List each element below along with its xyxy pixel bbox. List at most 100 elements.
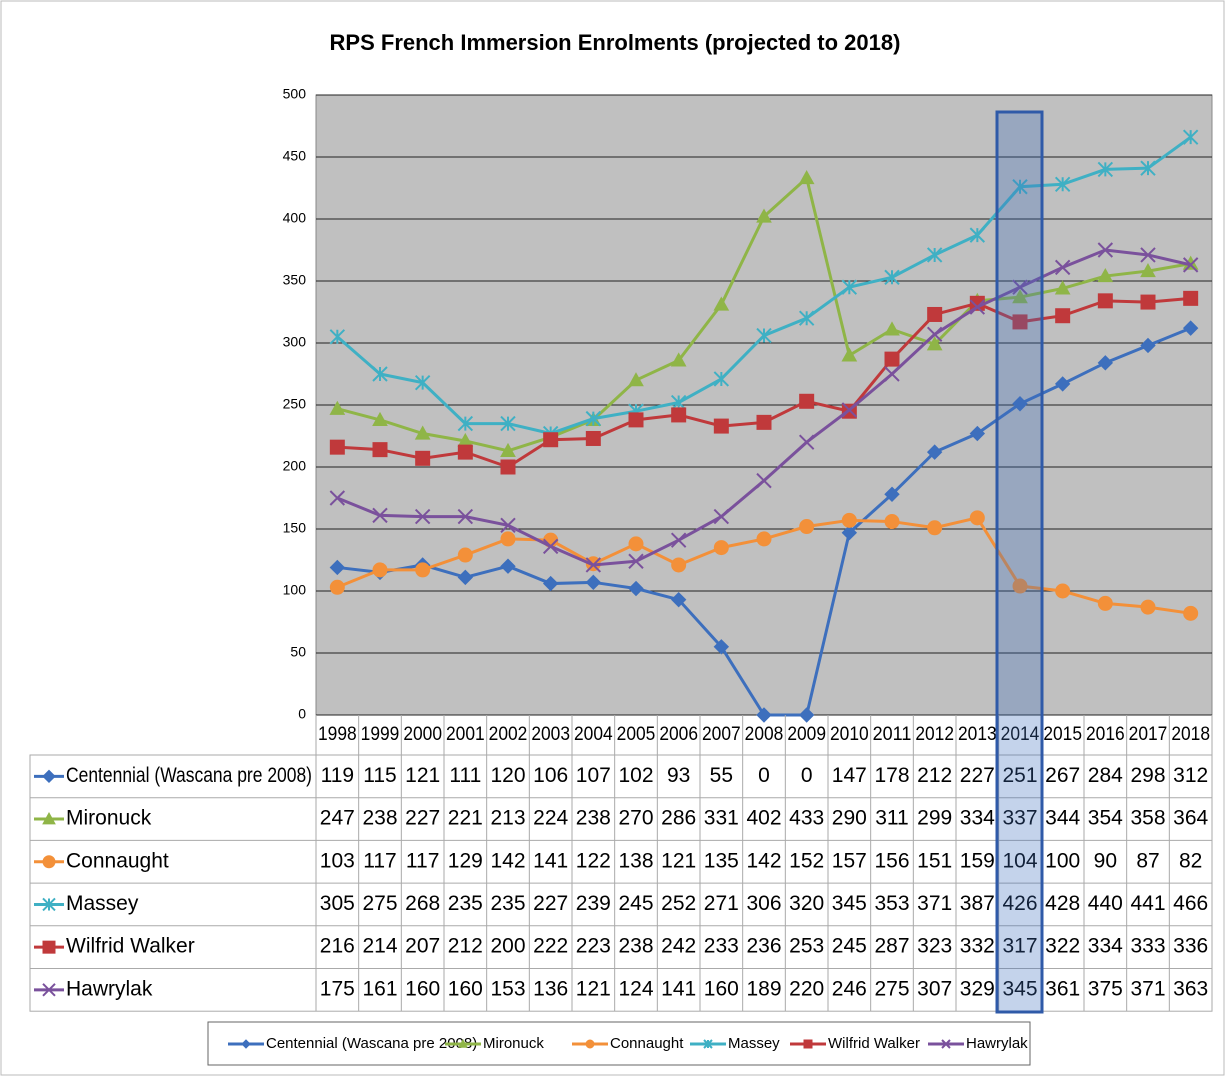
data-label: 268 (405, 892, 440, 915)
marker (1097, 242, 1114, 258)
marker (372, 366, 388, 382)
data-label: 117 (406, 849, 439, 872)
marker (500, 531, 516, 547)
marker (372, 411, 388, 426)
data-label: 361 (1045, 977, 1080, 1000)
series-name: Connaught (66, 849, 169, 872)
marker (329, 329, 346, 345)
marker (500, 558, 516, 574)
marker (713, 508, 730, 525)
data-label: 364 (1173, 807, 1208, 830)
marker (372, 442, 388, 458)
data-label: 252 (661, 892, 696, 915)
x-tick-label: 2000 (403, 724, 442, 745)
y-tick-label: 250 (283, 396, 307, 412)
data-label: 107 (576, 764, 611, 787)
marker (713, 371, 730, 387)
data-label: 141 (533, 849, 568, 872)
marker (927, 306, 943, 322)
data-label: 87 (1136, 849, 1159, 872)
x-tick-label: 2012 (915, 724, 954, 745)
marker (42, 983, 56, 997)
data-label: 213 (490, 807, 525, 830)
marker (671, 557, 687, 573)
marker (756, 472, 772, 489)
marker (329, 439, 345, 455)
data-label: 375 (1088, 977, 1123, 1000)
x-tick-label: 2011 (873, 724, 912, 745)
marker (542, 538, 559, 555)
legend-label: Massey (728, 1035, 780, 1052)
data-label: 121 (405, 764, 440, 787)
marker (329, 579, 345, 595)
x-tick-label: 2007 (702, 724, 741, 745)
data-label: 287 (874, 935, 909, 958)
marker (1183, 605, 1199, 621)
data-label: 93 (667, 764, 690, 787)
data-label: 216 (320, 935, 355, 958)
marker (458, 1038, 468, 1048)
x-tick-label: 2005 (617, 724, 656, 745)
marker (841, 279, 858, 295)
data-label: 329 (960, 977, 995, 1000)
x-tick-label: 2001 (446, 724, 485, 745)
data-label: 151 (917, 849, 952, 872)
y-tick-label: 300 (283, 334, 307, 350)
x-tick-label: 2016 (1086, 724, 1125, 745)
marker (42, 940, 56, 954)
x-tick-label: 2008 (745, 724, 784, 745)
marker (1182, 257, 1199, 273)
marker (803, 1039, 813, 1049)
data-label: 200 (490, 935, 525, 958)
data-label: 142 (746, 849, 781, 872)
y-tick-label: 350 (283, 272, 307, 288)
series-name: Mironuck (66, 807, 152, 830)
marker (841, 512, 857, 528)
marker (372, 562, 388, 578)
marker (1140, 337, 1156, 354)
marker (1140, 599, 1156, 615)
y-tick-label: 50 (290, 644, 306, 660)
data-label: 275 (362, 892, 397, 915)
marker (756, 414, 772, 430)
data-label: 161 (362, 977, 397, 1000)
marker (926, 326, 943, 343)
data-label: 221 (448, 807, 483, 830)
data-label: 426 (1002, 892, 1037, 915)
marker (799, 393, 815, 409)
marker (42, 769, 56, 784)
data-label: 135 (704, 849, 739, 872)
marker (1182, 320, 1199, 336)
data-label: 55 (710, 764, 733, 787)
marker (1012, 279, 1028, 295)
marker (884, 269, 900, 285)
data-label: 220 (789, 977, 824, 1000)
marker (670, 532, 687, 548)
data-label: 332 (960, 935, 995, 958)
data-label: 322 (1045, 935, 1080, 958)
data-label: 334 (1088, 935, 1123, 958)
data-label: 212 (917, 764, 952, 787)
marker (841, 525, 858, 541)
data-label: 239 (576, 892, 611, 915)
data-label: 124 (618, 977, 653, 1000)
marker (927, 520, 943, 536)
grid: 0 50 100 150 200 250 300 350 400 450 500 (283, 86, 1212, 722)
marker (1054, 376, 1071, 392)
data-label: 227 (960, 764, 995, 787)
x-tick-label: 2013 (958, 724, 997, 745)
data-label: 441 (1130, 892, 1165, 915)
data-label: 104 (1002, 849, 1037, 872)
marker (42, 812, 56, 825)
data-label: 306 (746, 892, 781, 915)
marker (585, 410, 602, 427)
marker (414, 508, 431, 525)
data-label: 242 (661, 935, 696, 958)
data-label: 120 (490, 764, 525, 787)
data-label: 299 (917, 807, 952, 830)
data-label: 311 (875, 807, 908, 830)
marker (542, 575, 559, 592)
data-label: 106 (533, 764, 568, 787)
data-label: 0 (758, 764, 770, 787)
data-label: 0 (801, 764, 813, 787)
